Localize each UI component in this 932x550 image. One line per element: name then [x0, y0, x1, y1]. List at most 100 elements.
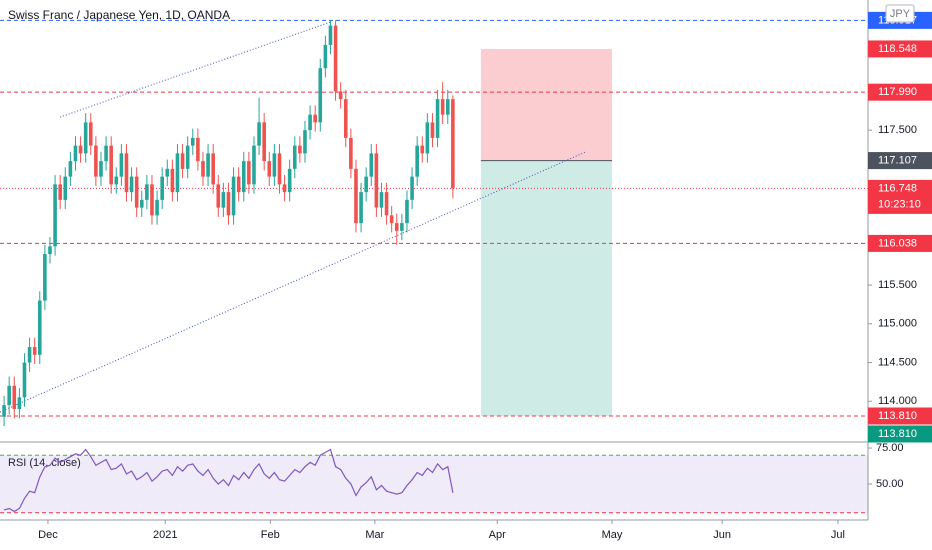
- candle-body: [180, 153, 185, 169]
- candle-body: [165, 168, 170, 177]
- candle-body: [272, 153, 277, 177]
- candle-body: [114, 176, 119, 185]
- current-price-label-bg: [868, 179, 932, 214]
- candle-body: [277, 153, 282, 185]
- price-label: 116.038: [878, 237, 917, 249]
- candle-body: [445, 99, 450, 115]
- position-reward: [480, 160, 612, 416]
- candle-body: [298, 145, 302, 154]
- x-tick-label: Feb: [261, 529, 280, 541]
- candle-body: [190, 137, 195, 146]
- candle-body: [155, 199, 159, 216]
- candle-body: [150, 184, 154, 216]
- x-tick-label: 2021: [153, 529, 177, 541]
- candle-body: [37, 300, 42, 355]
- candle-body: [68, 161, 73, 177]
- candle-body: [252, 145, 256, 185]
- x-tick-label: Dec: [38, 529, 58, 541]
- candle-body: [415, 145, 419, 177]
- candle-body: [58, 184, 62, 200]
- candle-body: [48, 246, 52, 255]
- candle-body: [94, 145, 98, 177]
- candle-body: [282, 184, 287, 193]
- price-label: 113.810: [878, 428, 917, 440]
- candle-body: [216, 184, 221, 208]
- candle-body: [170, 168, 175, 193]
- price-label-bg: [868, 152, 932, 170]
- position-risk: [480, 48, 612, 161]
- candle-body: [313, 114, 317, 123]
- y-tick-label: 114.000: [878, 395, 917, 407]
- candle-body: [129, 176, 134, 193]
- candle-body: [257, 122, 261, 146]
- candle-body: [27, 347, 32, 363]
- price-label: 117.107: [878, 154, 917, 166]
- candle-body: [440, 99, 445, 115]
- candle-body: [303, 130, 307, 154]
- candle-body: [83, 122, 88, 154]
- candle-body: [99, 161, 103, 177]
- price-label: 113.810: [878, 410, 917, 422]
- candle-body: [185, 145, 190, 169]
- candle-body: [17, 397, 22, 410]
- candle-body: [323, 44, 328, 69]
- candle-body: [201, 161, 205, 177]
- candle-body: [400, 223, 404, 231]
- candle-body: [354, 168, 358, 224]
- rsi-tick-label: 75.00: [876, 442, 904, 454]
- candle-body: [318, 68, 323, 123]
- candle-body: [241, 161, 246, 193]
- candle-body: [328, 25, 333, 45]
- candle-body: [226, 192, 231, 216]
- candle-body: [22, 362, 27, 398]
- candle-body: [139, 199, 144, 208]
- candle-body: [119, 153, 124, 177]
- rsi-band: [0, 455, 868, 513]
- countdown-label: 10:23:10: [878, 198, 921, 210]
- candle-body: [145, 184, 149, 200]
- candle-body: [12, 385, 17, 410]
- x-tick-label: Jun: [713, 529, 731, 541]
- price-label-bg: [868, 425, 932, 443]
- candle-body: [384, 192, 389, 216]
- candle-body: [134, 176, 139, 208]
- candle-body: [43, 254, 47, 301]
- candle-body: [2, 405, 6, 417]
- candle-body: [7, 385, 11, 406]
- y-tick-label: 114.500: [878, 356, 917, 368]
- candle-body: [231, 176, 236, 216]
- candle-body: [425, 122, 430, 154]
- x-tick-label: Mar: [365, 529, 384, 541]
- candle-body: [394, 223, 399, 231]
- price-label: 118.548: [878, 43, 917, 55]
- rsi-line: [3, 448, 454, 513]
- current-price-label: 116.748: [878, 182, 917, 194]
- candle-body: [451, 99, 455, 189]
- candle-body: [63, 176, 68, 200]
- candle-body: [247, 161, 251, 185]
- candle-body: [267, 161, 272, 177]
- candle-body: [343, 99, 348, 138]
- currency-badge: JPY: [890, 8, 911, 20]
- candle-body: [389, 215, 394, 224]
- candle-body: [292, 145, 297, 169]
- y-tick-label: 115.500: [878, 279, 917, 291]
- price-label-bg: [868, 407, 932, 425]
- price-label-bg: [868, 40, 932, 58]
- candle-body: [196, 137, 200, 162]
- candle-body: [364, 176, 368, 193]
- y-tick-label: 115.000: [878, 318, 917, 330]
- rsi-tick-label: 50.00: [876, 478, 904, 490]
- price-label-bg: [868, 234, 932, 252]
- candle-body: [32, 347, 37, 355]
- candle-body: [369, 153, 374, 177]
- candle-body: [73, 145, 78, 162]
- candle-body: [420, 145, 425, 154]
- candle-body: [160, 176, 164, 200]
- y-tick-label: 117.500: [878, 124, 917, 136]
- price-pane: [0, 19, 868, 427]
- candle-body: [124, 153, 129, 193]
- candle-body: [333, 25, 338, 92]
- price-label: 117.990: [878, 86, 917, 98]
